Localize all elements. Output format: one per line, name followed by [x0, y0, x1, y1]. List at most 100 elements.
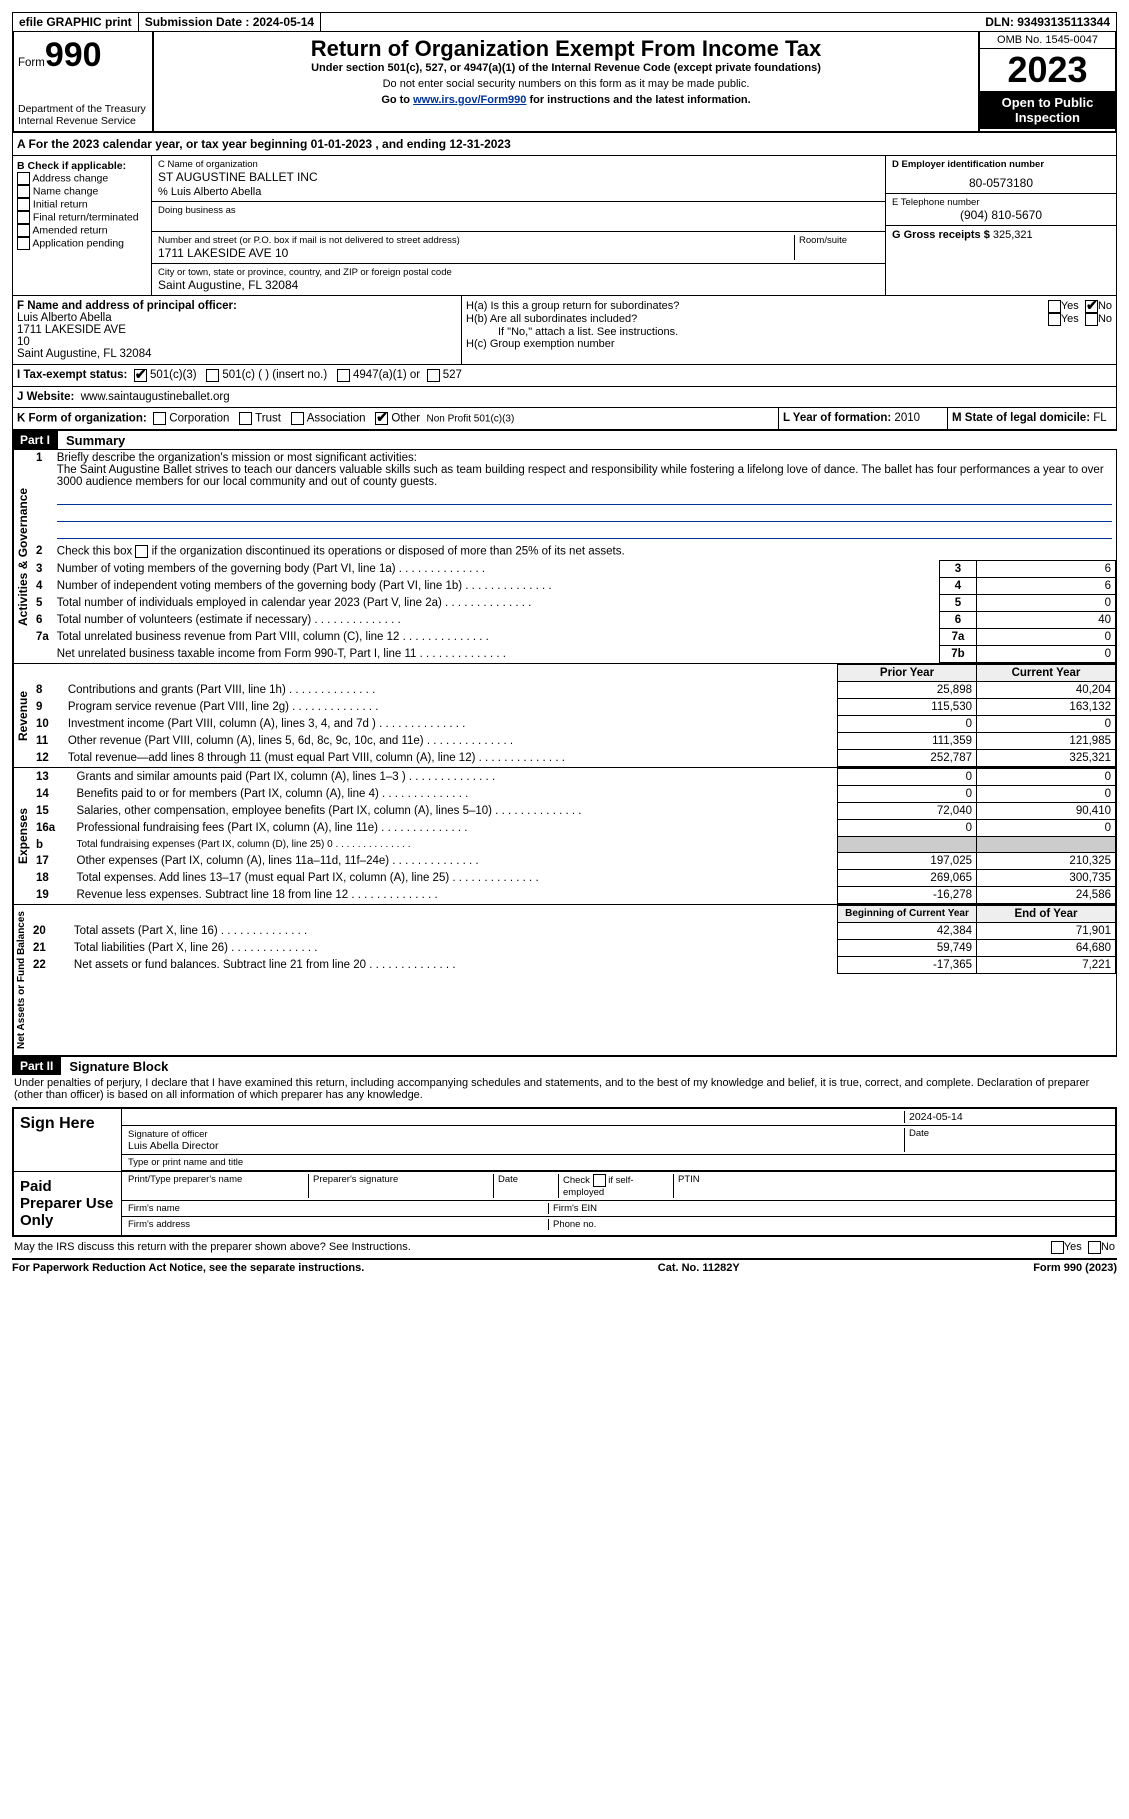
- type-print-lbl: Type or print name and title: [122, 1155, 1115, 1171]
- i-4947-checkbox[interactable]: [337, 369, 350, 382]
- table-row: 10Investment income (Part VIII, column (…: [32, 716, 1116, 733]
- gross-receipts: 325,321: [993, 229, 1033, 241]
- open-inspection: Open to Public Inspection: [980, 91, 1115, 129]
- current-year-hdr: Current Year: [977, 665, 1116, 682]
- ha-yes-checkbox[interactable]: [1048, 300, 1061, 313]
- submission-date: Submission Date : 2024-05-14: [139, 13, 321, 31]
- bcy-hdr: Beginning of Current Year: [838, 906, 977, 923]
- table-row: 4Number of independent voting members of…: [32, 578, 1116, 595]
- revenue-tab: Revenue: [13, 664, 32, 767]
- col-b: B Check if applicable: Address change Na…: [13, 156, 152, 295]
- k-trust-checkbox[interactable]: [239, 412, 252, 425]
- k-other: Other: [391, 413, 420, 425]
- section-a: A For the 2023 calendar year, or tax yea…: [12, 133, 1117, 156]
- form-label: Form: [18, 57, 45, 69]
- discuss-no-checkbox[interactable]: [1088, 1241, 1101, 1254]
- foot-mid: Cat. No. 11282Y: [658, 1262, 740, 1274]
- room-lbl: Room/suite: [799, 235, 879, 246]
- self-emp-checkbox[interactable]: [593, 1174, 606, 1187]
- irs-link[interactable]: www.irs.gov/Form990: [413, 94, 526, 106]
- i-501c3-checkbox[interactable]: [134, 369, 147, 382]
- i-501c-checkbox[interactable]: [206, 369, 219, 382]
- k-lbl: K Form of organization:: [17, 413, 147, 425]
- firm-name-lbl: Firm's name: [128, 1203, 549, 1214]
- care-of: % Luis Alberto Abella: [158, 186, 879, 198]
- prep-date-lbl: Date: [494, 1174, 559, 1198]
- governance-tab: Activities & Governance: [13, 450, 32, 663]
- line2-checkbox[interactable]: [135, 545, 148, 558]
- i-527: 527: [443, 369, 462, 382]
- expenses-tab: Expenses: [13, 768, 32, 904]
- section-b-c-d: B Check if applicable: Address change Na…: [12, 156, 1117, 296]
- phone: (904) 810-5670: [892, 208, 1110, 222]
- part2-title: Signature Block: [69, 1059, 168, 1074]
- governance-table: 1Briefly describe the organization's mis…: [32, 450, 1116, 663]
- firm-addr-lbl: Firm's address: [128, 1219, 549, 1230]
- h-note: If "No," attach a list. See instructions…: [498, 326, 1112, 338]
- ha-lbl: H(a) Is this a group return for subordin…: [466, 300, 1048, 313]
- e-lbl: E Telephone number: [892, 197, 1110, 208]
- k-corp: Corporation: [169, 413, 229, 425]
- section-h: H(a) Is this a group return for subordin…: [462, 296, 1116, 364]
- table-row: 15Salaries, other compensation, employee…: [32, 803, 1116, 820]
- website: www.saintaugustineballet.org: [81, 391, 230, 403]
- form-title: Return of Organization Exempt From Incom…: [158, 36, 974, 62]
- foot-left: For Paperwork Reduction Act Notice, see …: [12, 1262, 364, 1274]
- k-other-checkbox[interactable]: [375, 412, 388, 425]
- i-527-checkbox[interactable]: [427, 369, 440, 382]
- b-item: Amended return: [17, 224, 147, 237]
- table-row: 11Other revenue (Part VIII, column (A), …: [32, 733, 1116, 750]
- form-number: 990: [45, 36, 102, 74]
- city-lbl: City or town, state or province, country…: [158, 267, 879, 278]
- d-lbl: D Employer identification number: [892, 159, 1110, 170]
- k-assoc-checkbox[interactable]: [291, 412, 304, 425]
- k-other-val: Non Profit 501(c)(3): [427, 414, 515, 425]
- self-emp: Check if self-employed: [559, 1174, 674, 1198]
- g-lbl: G Gross receipts $: [892, 229, 990, 241]
- line2-text: Check this box: [57, 546, 136, 558]
- subtitle-3: Go to www.irs.gov/Form990 for instructio…: [158, 94, 974, 106]
- tax-year: 2023: [980, 49, 1115, 91]
- prep-sig-lbl: Preparer's signature: [309, 1174, 494, 1198]
- b-title: B Check if applicable:: [17, 160, 147, 172]
- b-item: Final return/terminated: [17, 211, 147, 224]
- netassets-tab: Net Assets or Fund Balances: [13, 905, 29, 1055]
- street: 1711 LAKESIDE AVE 10: [158, 246, 794, 260]
- date-lbl: Date: [904, 1128, 1109, 1152]
- table-row: 3Number of voting members of the governi…: [32, 561, 1116, 578]
- prep-name-lbl: Print/Type preparer's name: [128, 1174, 309, 1198]
- sign-date: 2024-05-14: [904, 1111, 1109, 1123]
- i-501c3: 501(c)(3): [150, 369, 197, 382]
- hb-no-checkbox[interactable]: [1085, 313, 1098, 326]
- section-f: F Name and address of principal officer:…: [13, 296, 462, 364]
- b-item: Address change: [17, 172, 147, 185]
- table-row: 7aTotal unrelated business revenue from …: [32, 629, 1116, 646]
- b-item: Name change: [17, 185, 147, 198]
- discuss-yes-checkbox[interactable]: [1051, 1241, 1064, 1254]
- l-lbl: L Year of formation:: [783, 412, 891, 424]
- f-line: 10: [17, 336, 457, 348]
- k-corp-checkbox[interactable]: [153, 412, 166, 425]
- netassets-table: Beginning of Current YearEnd of Year 20T…: [29, 905, 1116, 974]
- no-lbl: No: [1098, 300, 1112, 313]
- k-trust: Trust: [255, 413, 281, 425]
- ein: 80-0573180: [892, 176, 1110, 190]
- part2-bar: Part II: [12, 1057, 61, 1075]
- penalty-text: Under penalties of perjury, I declare th…: [12, 1075, 1117, 1103]
- hb-yes-checkbox[interactable]: [1048, 313, 1061, 326]
- m-lbl: M State of legal domicile:: [952, 412, 1090, 424]
- ptin-lbl: PTIN: [674, 1174, 1109, 1198]
- ha-no-checkbox[interactable]: [1085, 300, 1098, 313]
- mission-text: The Saint Augustine Ballet strives to te…: [57, 464, 1104, 488]
- table-row: 16aProfessional fundraising fees (Part I…: [32, 820, 1116, 837]
- goto-suffix: for instructions and the latest informat…: [526, 94, 750, 106]
- year-formation: 2010: [894, 412, 920, 424]
- revenue-table: Prior YearCurrent Year 8Contributions an…: [32, 664, 1116, 767]
- col-c: C Name of organizationST AUGUSTINE BALLE…: [152, 156, 885, 295]
- discuss-yes: Yes: [1064, 1241, 1082, 1254]
- line2-text2: if the organization discontinued its ope…: [148, 546, 624, 558]
- table-row: 5Total number of individuals employed in…: [32, 595, 1116, 612]
- table-row: 6Total number of volunteers (estimate if…: [32, 612, 1116, 629]
- officer-name: Luis Abella Director: [128, 1140, 218, 1152]
- org-name: ST AUGUSTINE BALLET INC: [158, 170, 879, 184]
